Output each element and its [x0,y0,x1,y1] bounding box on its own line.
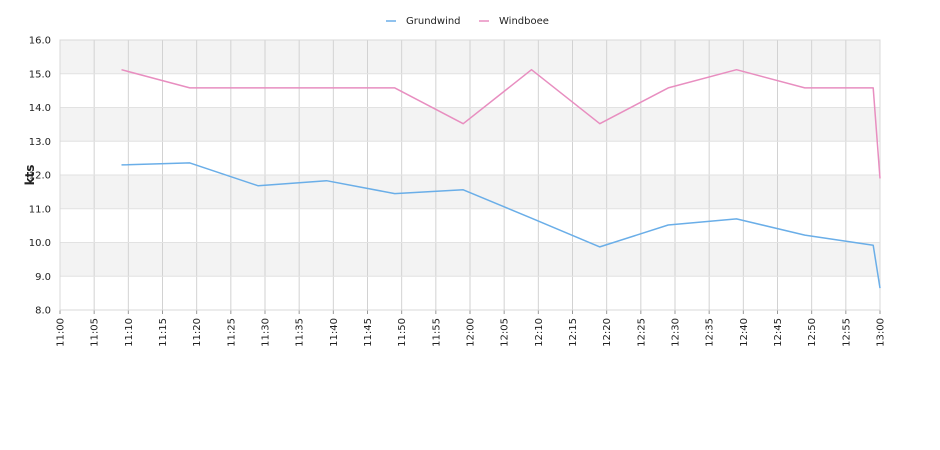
x-tick-label: 11:10 [124,318,135,347]
x-tick-label: 11:50 [397,318,408,347]
x-tick-labels: 11:00 11:05 11:10 11:15 11:20 11:25 11:30 11:35… [56,318,887,347]
x-tick-label: 11:05 [90,318,101,347]
x-tick-label: 11:35 [295,318,306,347]
x-tick-label: 12:00 [466,318,477,347]
series-line-grundwind [121,162,881,289]
y-tick-label: 14.0 [29,103,51,114]
x-tick-label: 12:20 [602,318,613,347]
x-tick-label: 11:25 [226,318,237,347]
x-tick-label: 11:15 [158,318,169,347]
y-tick-label: 15.0 [29,69,51,80]
y-axis-label: kts [23,165,37,186]
series-lines [121,68,881,289]
x-tick-label: 12:25 [636,318,647,347]
x-tick-label: 11:00 [56,318,67,347]
x-tick-label: 12:15 [568,318,579,347]
y-tick-label: 11.0 [29,204,51,215]
x-tick-label: 11:30 [261,318,272,347]
x-tick-label: 12:35 [705,318,716,347]
x-tick-label: 13:00 [876,318,887,347]
x-tick-label: 11:20 [192,318,203,347]
x-tick-label: 12:55 [841,318,852,347]
y-tick-label: 10.0 [29,238,51,249]
y-tick-label: 12.0 [29,171,51,182]
y-tick-label: 9.0 [35,272,51,283]
series-line-windboee [121,68,881,179]
x-tick-label: 12:50 [807,318,818,347]
legend-label: Grundwind [406,16,461,27]
x-tick-label: 12:40 [739,318,750,347]
y-tick-label: 16.0 [29,36,51,47]
x-tick-label: 11:55 [431,318,442,347]
x-tick-label: 12:30 [671,318,682,347]
x-tick-label: 12:10 [534,318,545,347]
x-tick-label: 12:05 [500,318,511,347]
y-tick-label: 13.0 [29,137,51,148]
y-tick-label: 8.0 [35,306,51,317]
legend-label: Windboee [499,16,549,27]
x-tick-label: 11:45 [363,318,374,347]
legend: Grundwind Windboee [386,16,549,27]
y-tick-labels: 8.0 9.0 10.0 11.0 12.0 13.0 14.0 15.0 16.0 [29,36,51,317]
x-tick-label: 11:40 [329,318,340,347]
x-tick-label: 12:45 [773,318,784,347]
